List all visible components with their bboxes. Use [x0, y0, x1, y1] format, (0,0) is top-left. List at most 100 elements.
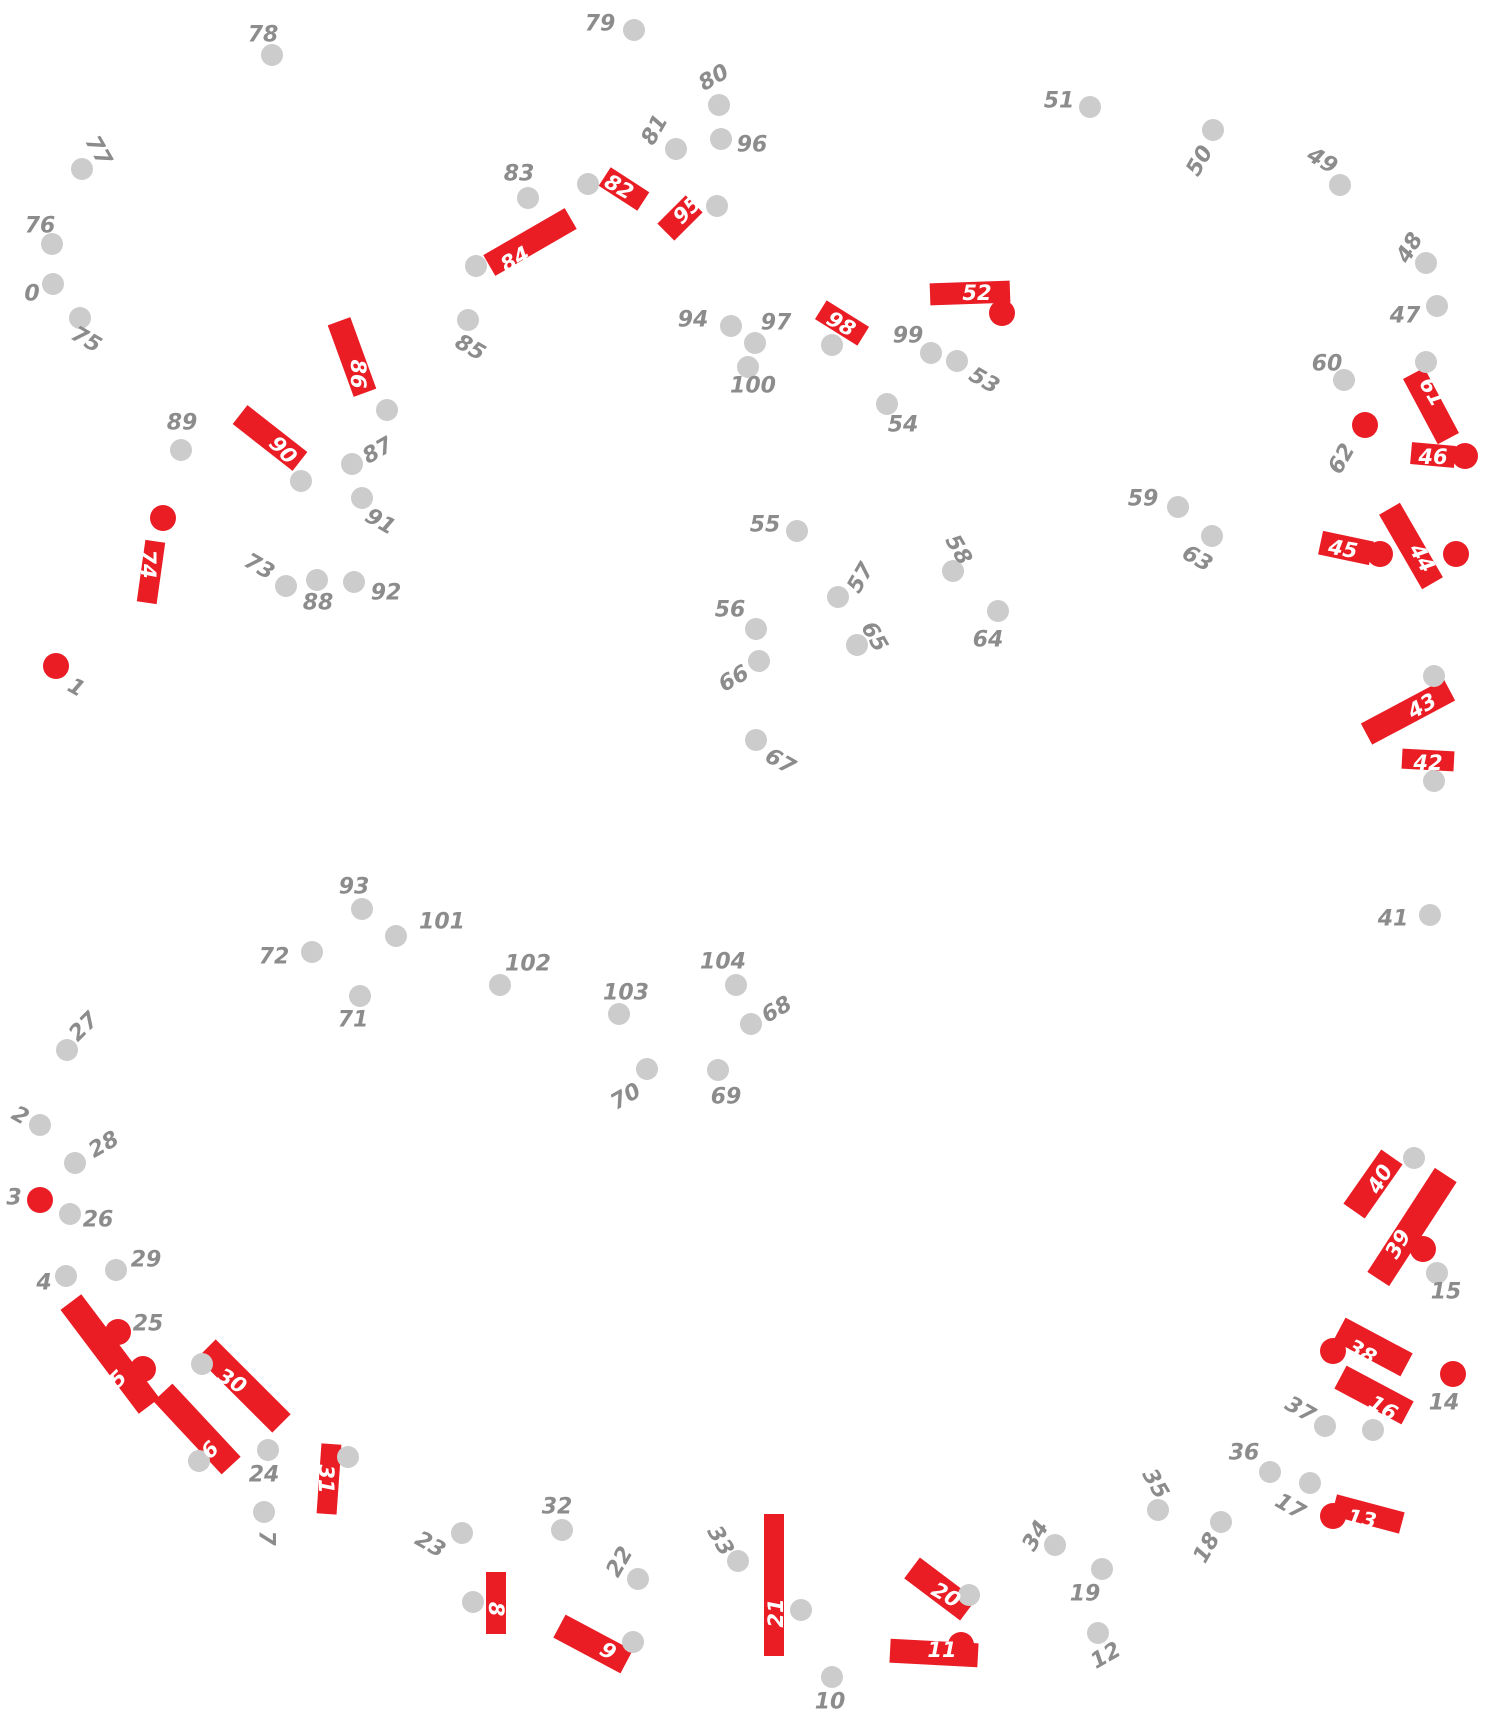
dot-50[interactable] [1202, 119, 1224, 141]
dot-81[interactable] [665, 138, 687, 160]
dot-69[interactable] [707, 1059, 729, 1081]
dot-0[interactable] [42, 273, 64, 295]
dot-102[interactable] [489, 974, 511, 996]
dot-37[interactable] [1314, 1415, 1336, 1437]
dot-52[interactable] [989, 300, 1015, 326]
dot-25[interactable] [105, 1319, 131, 1345]
dot-34[interactable] [1044, 1534, 1066, 1556]
dot-23[interactable] [451, 1522, 473, 1544]
dot-45[interactable] [1367, 541, 1393, 567]
dot-87[interactable] [341, 453, 363, 475]
dot-63[interactable] [1201, 525, 1223, 547]
dot-71[interactable] [349, 985, 371, 1007]
dot-85[interactable] [457, 309, 479, 331]
dot-6[interactable] [188, 1450, 210, 1472]
dot-46[interactable] [1452, 443, 1478, 469]
dot-72[interactable] [301, 941, 323, 963]
dot-29[interactable] [105, 1259, 127, 1281]
dot-64[interactable] [987, 600, 1009, 622]
dot-65[interactable] [846, 634, 868, 656]
dot-43[interactable] [1423, 665, 1445, 687]
dot-26[interactable] [59, 1203, 81, 1225]
dot-24[interactable] [257, 1439, 279, 1461]
dot-55[interactable] [786, 520, 808, 542]
dot-36[interactable] [1259, 1461, 1281, 1483]
dot-14[interactable] [1440, 1361, 1466, 1387]
dot-3[interactable] [27, 1187, 53, 1213]
dot-70[interactable] [636, 1058, 658, 1080]
dot-19[interactable] [1091, 1558, 1113, 1580]
dot-104[interactable] [725, 974, 747, 996]
dot-2[interactable] [29, 1114, 51, 1136]
dot-12[interactable] [1087, 1622, 1109, 1644]
dot-21[interactable] [790, 1599, 812, 1621]
dot-22[interactable] [627, 1568, 649, 1590]
dot-1[interactable] [43, 653, 69, 679]
dot-79[interactable] [623, 19, 645, 41]
dot-42[interactable] [1423, 770, 1445, 792]
dot-57[interactable] [827, 586, 849, 608]
dot-13[interactable] [1320, 1503, 1346, 1529]
dot-59[interactable] [1167, 496, 1189, 518]
dot-27[interactable] [56, 1039, 78, 1061]
dot-53[interactable] [946, 350, 968, 372]
dot-5[interactable] [130, 1356, 156, 1382]
dot-32[interactable] [551, 1519, 573, 1541]
dot-39[interactable] [1410, 1236, 1436, 1262]
dot-103[interactable] [608, 1003, 630, 1025]
dot-93[interactable] [351, 898, 373, 920]
dot-33[interactable] [727, 1550, 749, 1572]
dot-67[interactable] [745, 729, 767, 751]
dot-66[interactable] [748, 650, 770, 672]
dot-20[interactable] [958, 1584, 980, 1606]
dot-98[interactable] [821, 334, 843, 356]
dot-18[interactable] [1210, 1511, 1232, 1533]
dot-83[interactable] [517, 187, 539, 209]
dot-40[interactable] [1403, 1147, 1425, 1169]
dot-99[interactable] [920, 342, 942, 364]
dot-56[interactable] [745, 618, 767, 640]
dot-48[interactable] [1415, 252, 1437, 274]
dot-82[interactable] [577, 173, 599, 195]
dot-96[interactable] [710, 128, 732, 150]
dot-30[interactable] [191, 1353, 213, 1375]
dot-74[interactable] [150, 505, 176, 531]
dot-41[interactable] [1419, 904, 1441, 926]
dot-10[interactable] [821, 1666, 843, 1688]
dot-4[interactable] [55, 1265, 77, 1287]
dot-31[interactable] [337, 1446, 359, 1468]
dot-73[interactable] [275, 575, 297, 597]
dot-44[interactable] [1443, 541, 1469, 567]
dot-54[interactable] [876, 393, 898, 415]
dot-68[interactable] [740, 1013, 762, 1035]
dot-11[interactable] [948, 1632, 974, 1658]
dot-97[interactable] [744, 332, 766, 354]
dot-101[interactable] [385, 925, 407, 947]
dot-94[interactable] [720, 315, 742, 337]
dot-88[interactable] [306, 569, 328, 591]
dot-95[interactable] [706, 195, 728, 217]
dot-61[interactable] [1415, 351, 1437, 373]
dot-92[interactable] [343, 571, 365, 593]
dot-35[interactable] [1147, 1499, 1169, 1521]
dot-9[interactable] [622, 1631, 644, 1653]
dot-62[interactable] [1352, 412, 1378, 438]
dot-51[interactable] [1079, 96, 1101, 118]
dot-38[interactable] [1320, 1338, 1346, 1364]
dot-77[interactable] [71, 158, 93, 180]
dot-76[interactable] [41, 233, 63, 255]
dot-15[interactable] [1426, 1262, 1448, 1284]
dot-58[interactable] [942, 560, 964, 582]
dot-84[interactable] [465, 255, 487, 277]
dot-47[interactable] [1426, 295, 1448, 317]
dot-16[interactable] [1362, 1419, 1384, 1441]
dot-60[interactable] [1333, 369, 1355, 391]
dot-75[interactable] [69, 307, 91, 329]
dot-28[interactable] [64, 1152, 86, 1174]
dot-80[interactable] [708, 94, 730, 116]
dot-49[interactable] [1329, 174, 1351, 196]
dot-91[interactable] [351, 487, 373, 509]
dot-86[interactable] [376, 399, 398, 421]
dot-8[interactable] [462, 1591, 484, 1613]
dot-100[interactable] [737, 356, 759, 378]
